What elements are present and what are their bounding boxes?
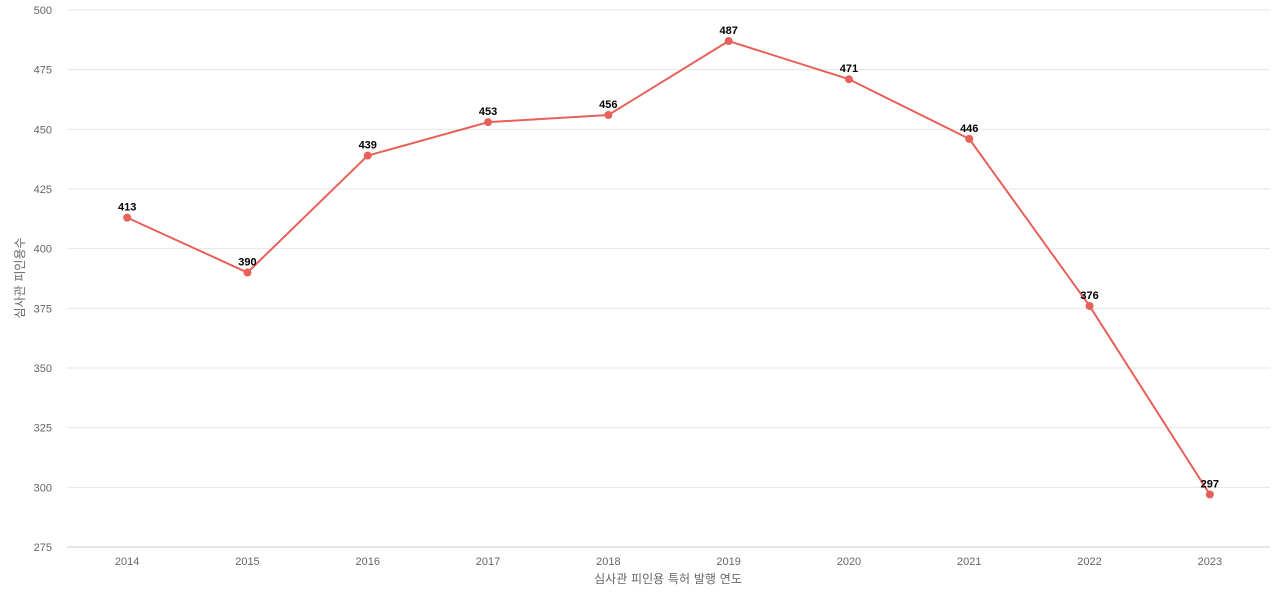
data-label: 446 xyxy=(960,123,978,135)
data-label: 297 xyxy=(1201,478,1219,490)
x-tick-label: 2017 xyxy=(476,556,500,568)
data-point xyxy=(363,151,372,160)
series-line-group xyxy=(126,40,1211,496)
x-tick-label: 2018 xyxy=(596,556,620,568)
x-axis-title: 심사관 피인용 특허 발행 연도 xyxy=(594,571,742,586)
data-labels: 413 390 439 453 456 487 471 446 376 297 xyxy=(118,25,1219,490)
data-point xyxy=(123,213,132,222)
data-point xyxy=(243,268,252,277)
y-axis-title: 심사관 피인용수 xyxy=(13,237,27,318)
data-point xyxy=(965,134,974,143)
data-label: 456 xyxy=(599,99,617,111)
y-tick-label: 425 xyxy=(34,184,52,196)
x-tick-label: 2016 xyxy=(356,556,380,568)
y-tick-label: 375 xyxy=(34,303,52,315)
data-label: 487 xyxy=(719,25,737,37)
x-tick-label: 2021 xyxy=(957,556,981,568)
data-points xyxy=(123,37,1214,499)
data-label: 376 xyxy=(1080,290,1098,302)
y-tick-label: 300 xyxy=(34,482,52,494)
data-label: 471 xyxy=(840,63,858,75)
data-point xyxy=(484,118,493,127)
series-line xyxy=(126,40,1211,496)
x-tick-label: 2022 xyxy=(1077,556,1101,568)
x-tick-label: 2023 xyxy=(1198,556,1222,568)
y-tick-label: 450 xyxy=(34,124,52,136)
y-tick-label: 500 xyxy=(34,5,52,17)
y-tick-label: 400 xyxy=(34,244,52,256)
y-tick-label: 350 xyxy=(34,363,52,375)
x-tick-label: 2020 xyxy=(837,556,861,568)
data-point xyxy=(604,111,613,120)
x-axis-ticks: 2014 2015 2016 2017 2018 2019 2020 2021 2022 2023 xyxy=(115,556,1222,568)
data-label: 439 xyxy=(359,140,377,152)
x-tick-label: 2019 xyxy=(716,556,740,568)
data-label: 413 xyxy=(118,202,136,214)
data-point xyxy=(1205,490,1214,499)
data-point xyxy=(1085,301,1094,310)
data-point xyxy=(724,37,733,46)
x-tick-label: 2014 xyxy=(115,556,139,568)
data-label: 453 xyxy=(479,106,497,118)
data-point xyxy=(844,75,853,84)
y-tick-label: 475 xyxy=(34,65,52,77)
grid-lines xyxy=(67,9,1270,548)
y-tick-label: 275 xyxy=(34,542,52,554)
x-tick-label: 2015 xyxy=(235,556,259,568)
data-label: 390 xyxy=(238,257,256,269)
y-tick-label: 325 xyxy=(34,423,52,435)
y-axis-ticks: 275 300 325 350 375 400 425 450 475 500 xyxy=(34,5,52,554)
